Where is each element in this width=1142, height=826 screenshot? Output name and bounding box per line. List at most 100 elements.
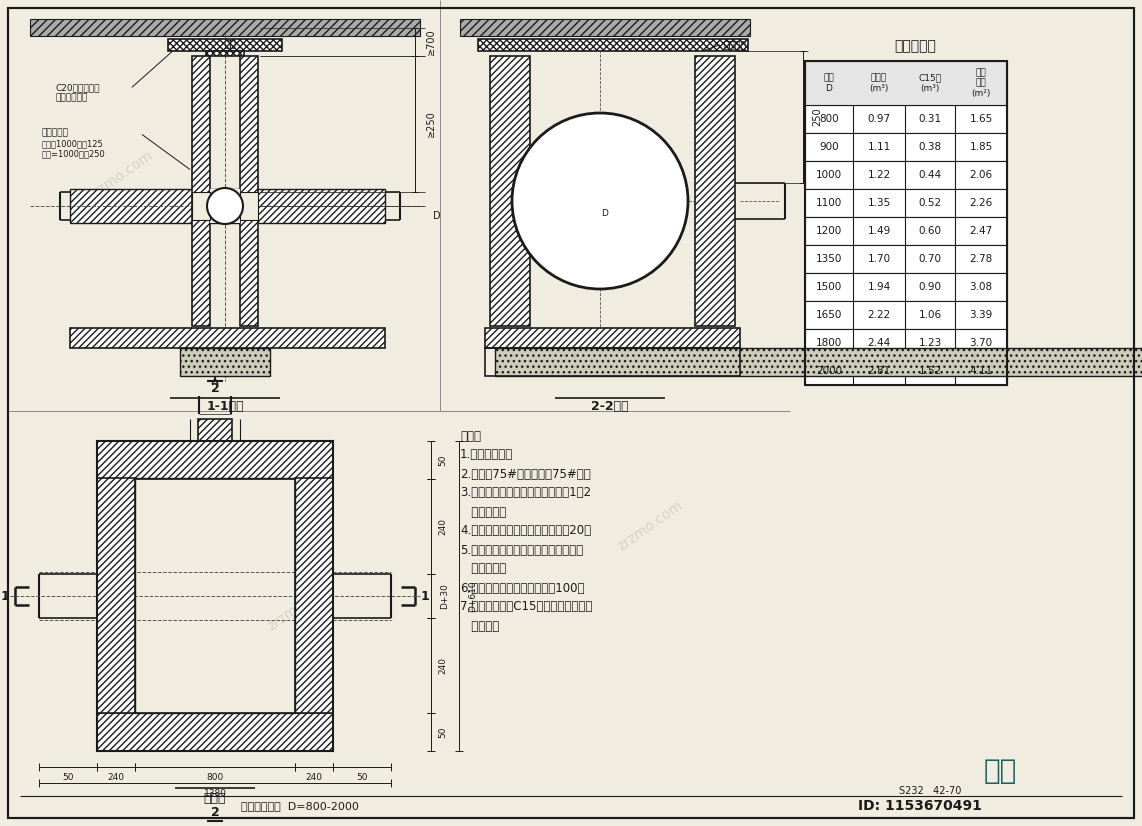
Text: 800: 800: [207, 772, 224, 781]
Text: 水泥砂浆；: 水泥砂浆；: [460, 506, 506, 519]
Bar: [240, 56, 258, 326]
Text: zrzmo.com: zrzmo.com: [614, 498, 685, 553]
Text: 管顶发砖券: 管顶发砖券: [42, 129, 69, 137]
Text: C15砼
(m³): C15砼 (m³): [918, 74, 941, 93]
Text: D: D: [433, 211, 441, 221]
Text: 1: 1: [420, 590, 429, 602]
Text: 砂浆
抹面
(m²): 砂浆 抹面 (m²): [972, 68, 991, 98]
Text: 5.接入支管超挖部分用级配砂石、砼或: 5.接入支管超挖部分用级配砂石、砼或: [460, 544, 584, 557]
Text: 见《盖板图》: 见《盖板图》: [55, 93, 87, 102]
Text: 1.单位：毫米；: 1.单位：毫米；: [460, 449, 513, 462]
Text: 800: 800: [819, 114, 839, 124]
Text: ID: 1153670491: ID: 1153670491: [858, 799, 982, 813]
Text: 1200: 1200: [815, 226, 842, 236]
Bar: [490, 56, 530, 326]
Text: 4.井壁内外抹面自井底至井顶，厚20；: 4.井壁内外抹面自井底至井顶，厚20；: [460, 525, 592, 538]
Text: 雨水连接暗井  D=800-2000: 雨水连接暗井 D=800-2000: [241, 801, 359, 811]
Bar: [206, 51, 244, 56]
Bar: [240, 192, 258, 220]
Bar: [70, 328, 385, 348]
Text: 1500: 1500: [815, 282, 842, 292]
Text: 1.49: 1.49: [868, 226, 891, 236]
Text: 3.抹面、勾缝、座浆抹三角灰均用1：2: 3.抹面、勾缝、座浆抹三角灰均用1：2: [460, 487, 592, 500]
Text: C20钢筋砼盖板: C20钢筋砼盖板: [55, 83, 99, 93]
Text: 1.06: 1.06: [918, 310, 941, 320]
Bar: [695, 56, 735, 326]
Bar: [180, 348, 270, 376]
Bar: [198, 419, 232, 441]
Text: 3.39: 3.39: [970, 310, 992, 320]
Text: 240: 240: [439, 657, 448, 674]
Text: 4.11: 4.11: [970, 366, 992, 376]
Bar: [805, 357, 1007, 385]
Text: 0.90: 0.90: [918, 282, 941, 292]
Text: 1.11: 1.11: [868, 142, 891, 152]
Bar: [805, 105, 1007, 133]
Text: 2.06: 2.06: [970, 170, 992, 180]
Text: ≥250: ≥250: [426, 111, 436, 137]
Text: 1350: 1350: [815, 254, 842, 264]
Text: 1800: 1800: [815, 338, 842, 348]
Text: 0.31: 0.31: [918, 114, 941, 124]
Bar: [805, 161, 1007, 189]
Bar: [485, 348, 740, 376]
Bar: [805, 301, 1007, 329]
Text: 0.97: 0.97: [868, 114, 891, 124]
Bar: [805, 61, 1007, 105]
Text: 0.44: 0.44: [918, 170, 941, 180]
Text: 管径
D: 管径 D: [823, 74, 835, 93]
Text: 管基厚。: 管基厚。: [460, 620, 499, 633]
Text: 240: 240: [107, 772, 124, 781]
Text: 3.70: 3.70: [970, 338, 992, 348]
Text: S232   42-70: S232 42-70: [899, 786, 962, 796]
Circle shape: [512, 113, 687, 289]
Text: 240: 240: [439, 518, 448, 535]
Bar: [805, 217, 1007, 245]
Text: 2.78: 2.78: [970, 254, 992, 264]
Bar: [210, 189, 240, 223]
Bar: [494, 348, 1142, 376]
Text: 抹三角灰: 抹三角灰: [724, 39, 748, 49]
Text: 1100: 1100: [815, 198, 842, 208]
Text: 240: 240: [306, 772, 322, 781]
Bar: [192, 56, 210, 326]
Text: 1380: 1380: [203, 789, 226, 797]
Text: 砖砌体
(m³): 砖砌体 (m³): [869, 74, 888, 93]
Text: 2.井墙用75#水泥砂浆砌75#砖；: 2.井墙用75#水泥砂浆砌75#砖；: [460, 468, 590, 481]
Text: 工程数量表: 工程数量表: [894, 39, 936, 53]
Bar: [805, 61, 1007, 385]
Bar: [460, 19, 750, 36]
Text: D: D: [602, 208, 609, 217]
Text: 250: 250: [812, 107, 822, 126]
Bar: [97, 713, 333, 751]
Text: 1.94: 1.94: [868, 282, 891, 292]
Text: 2.44: 2.44: [868, 338, 891, 348]
Text: 7.井基材料采用C15砼，厚度等于干管: 7.井基材料采用C15砼，厚度等于干管: [460, 601, 593, 614]
Bar: [192, 192, 210, 220]
Text: 0.52: 0.52: [918, 198, 941, 208]
Text: 2: 2: [210, 382, 219, 395]
Text: 0.38: 0.38: [918, 142, 941, 152]
Text: 砌砖填实；: 砌砖填实；: [460, 563, 506, 576]
Text: D+610: D+610: [468, 580, 477, 612]
Text: 0.60: 0.60: [918, 226, 941, 236]
Text: 50: 50: [356, 772, 368, 781]
Bar: [485, 328, 740, 348]
Text: 2-2剖面: 2-2剖面: [592, 400, 629, 412]
Text: 2000: 2000: [815, 366, 842, 376]
Text: 2.26: 2.26: [970, 198, 992, 208]
Bar: [135, 478, 295, 713]
Bar: [805, 189, 1007, 217]
Text: 2: 2: [210, 806, 219, 819]
Bar: [70, 189, 385, 223]
Bar: [30, 19, 420, 36]
Text: zrzmo.com: zrzmo.com: [265, 578, 336, 634]
Text: 1.22: 1.22: [868, 170, 891, 180]
Text: D+30: D+30: [441, 583, 450, 609]
Text: 1: 1: [1, 590, 9, 602]
Text: 说明：: 说明：: [460, 430, 481, 443]
Text: 1.70: 1.70: [868, 254, 891, 264]
Text: 50: 50: [63, 772, 74, 781]
Text: 1650: 1650: [815, 310, 842, 320]
Bar: [805, 245, 1007, 273]
